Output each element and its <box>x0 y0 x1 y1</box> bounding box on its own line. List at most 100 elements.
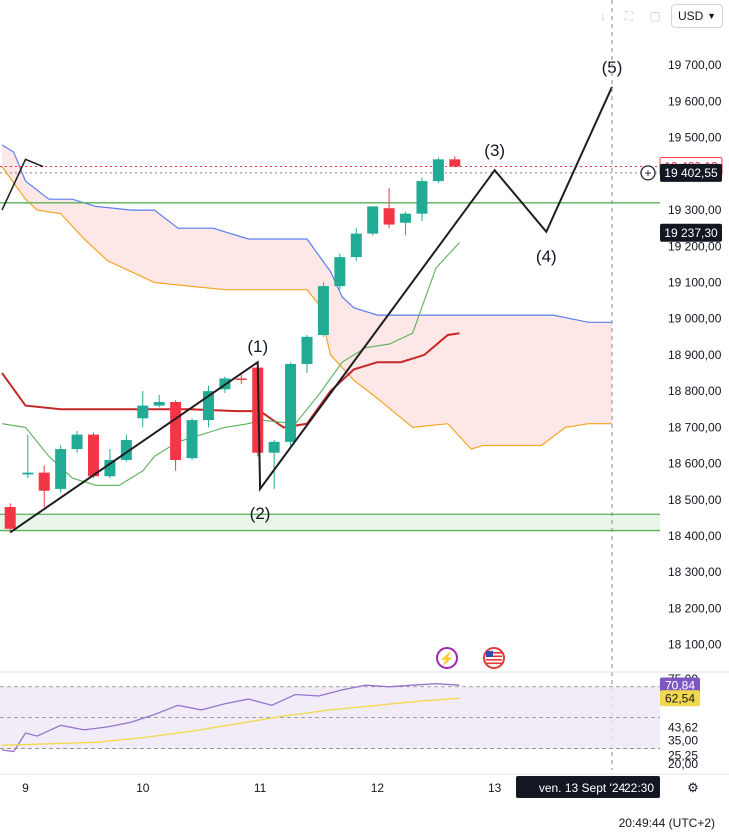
candle-body <box>400 213 412 223</box>
y-tick-label: 19 000,00 <box>668 312 722 326</box>
y-tick-label: 18 400,00 <box>668 529 722 543</box>
y-tick-label: 19 600,00 <box>668 94 722 108</box>
rsi-y-tick-label: 25,25 <box>668 749 698 763</box>
elliott-wave-line <box>9 86 613 534</box>
candle-body <box>88 434 99 477</box>
candle-body <box>235 378 247 380</box>
candle-body <box>22 472 34 475</box>
candle-body <box>416 181 428 214</box>
y-tick-label: 18 100,00 <box>668 638 722 652</box>
add-alert-icon <box>640 165 656 181</box>
candle-body <box>350 233 362 258</box>
square-icon[interactable]: ▢ <box>649 9 661 23</box>
arrow-down-icon[interactable]: ↓ <box>600 9 606 23</box>
y-tick-label: 19 200,00 <box>668 239 722 253</box>
candle-body <box>104 459 116 477</box>
y-tick-label: 18 300,00 <box>668 565 722 579</box>
y-tick-label: 18 600,00 <box>668 457 722 471</box>
y-tick-label: 19 300,00 <box>668 203 722 217</box>
us-flag-canton <box>486 651 493 657</box>
candle-body <box>432 159 444 182</box>
y-tick-label: 19 100,00 <box>668 275 722 289</box>
currency-select[interactable]: USD ▼ <box>671 4 723 28</box>
prior-wave-line <box>1 158 44 211</box>
ichimoku-upper-line <box>1 144 612 323</box>
candle-body <box>268 441 280 453</box>
x-tick-label: 12 <box>371 781 385 795</box>
ichimoku-lower-line <box>1 166 612 450</box>
candle-body <box>334 257 346 287</box>
rsi-value-box <box>660 690 700 707</box>
crosshair-date-box <box>516 776 660 798</box>
price-label-text: 19 402,55 <box>664 166 718 180</box>
candle-body <box>186 420 198 459</box>
price-label-box <box>660 223 722 242</box>
settings-gear-icon[interactable]: ⚙ <box>687 780 699 795</box>
chevron-down-icon: ▼ <box>707 11 716 21</box>
candle-body <box>55 449 67 489</box>
y-tick-label: 18 200,00 <box>668 601 722 615</box>
lightning-event-icon: ⚡ <box>436 647 458 669</box>
x-tick-label: 10 <box>136 781 150 795</box>
rsi-value-box <box>660 677 700 694</box>
add-alert-icon-plus: + <box>644 166 651 180</box>
candle-body <box>120 440 132 460</box>
wave-label: (1) <box>247 337 268 356</box>
wave-label: (2) <box>250 504 271 523</box>
x-tick-label: 11 <box>254 781 267 795</box>
candle-body <box>202 391 214 421</box>
candle-body <box>285 363 297 442</box>
baseline-line <box>1 372 308 429</box>
y-tick-label: 18 700,00 <box>668 420 722 434</box>
lightning-event-icon-ring <box>436 647 458 669</box>
us-flag-event-icon <box>483 647 505 669</box>
wave-label: (3) <box>484 141 505 160</box>
candle-body <box>317 286 329 335</box>
y-tick-label: 19 700,00 <box>668 58 722 72</box>
top-toolbar: ↓ ⛶ ▢ USD ▼ <box>593 4 723 28</box>
rsi-y-tick-label: 43,62 <box>668 720 698 734</box>
candle-body <box>4 507 16 529</box>
rsi-value-text: 62,54 <box>665 691 695 705</box>
y-tick-label: 18 800,00 <box>668 384 722 398</box>
price-label-box <box>660 163 722 182</box>
y-tick-label: 18 900,00 <box>668 348 722 362</box>
y-tick-label: 19 500,00 <box>668 131 722 145</box>
footer-timestamp: 20:49:44 (UTC+2) <box>618 816 715 830</box>
us-flag-stripe <box>486 662 502 665</box>
rsi-y-tick-label: 20,00 <box>668 757 698 771</box>
candle-body <box>170 402 182 460</box>
rsi-value-text: 70,84 <box>665 678 695 692</box>
candle-body <box>137 405 149 419</box>
x-tick-label: 13 <box>488 781 502 795</box>
rsi-y-tick-label: 35,00 <box>668 734 698 748</box>
candle-body <box>153 402 165 406</box>
ichimoku-cloud <box>2 144 612 450</box>
price-label-text: 19 237,30 <box>664 226 718 240</box>
rsi-ma-line <box>1 697 460 746</box>
conversion-line <box>1 242 460 486</box>
us-flag-stripe <box>486 655 502 658</box>
candle-body <box>449 159 461 167</box>
rsi-line <box>1 683 460 753</box>
lightning-event-icon-glyph: ⚡ <box>439 651 455 667</box>
y-tick-label: 18 500,00 <box>668 493 722 507</box>
us-flag-stripe <box>486 652 502 654</box>
candle-body <box>301 336 313 364</box>
candle-body <box>383 208 395 225</box>
candle-body <box>38 472 50 491</box>
candle-body <box>367 206 379 234</box>
rsi-pane <box>0 683 660 753</box>
main-plot: (1)(2)(3)(4)(5) <box>0 58 660 534</box>
fullscreen-icon[interactable]: ⛶ <box>624 8 634 23</box>
candle-body <box>71 434 83 450</box>
support-zone <box>0 514 660 531</box>
wave-label: (4) <box>536 247 557 266</box>
us-flag-stripe <box>486 659 502 661</box>
crosshair-time-text: 22:30 <box>624 781 654 795</box>
crosshair-date-text: ven. 13 Sept '24 <box>539 781 626 795</box>
x-tick-label: 9 <box>22 781 29 795</box>
currency-label: USD <box>678 9 704 23</box>
